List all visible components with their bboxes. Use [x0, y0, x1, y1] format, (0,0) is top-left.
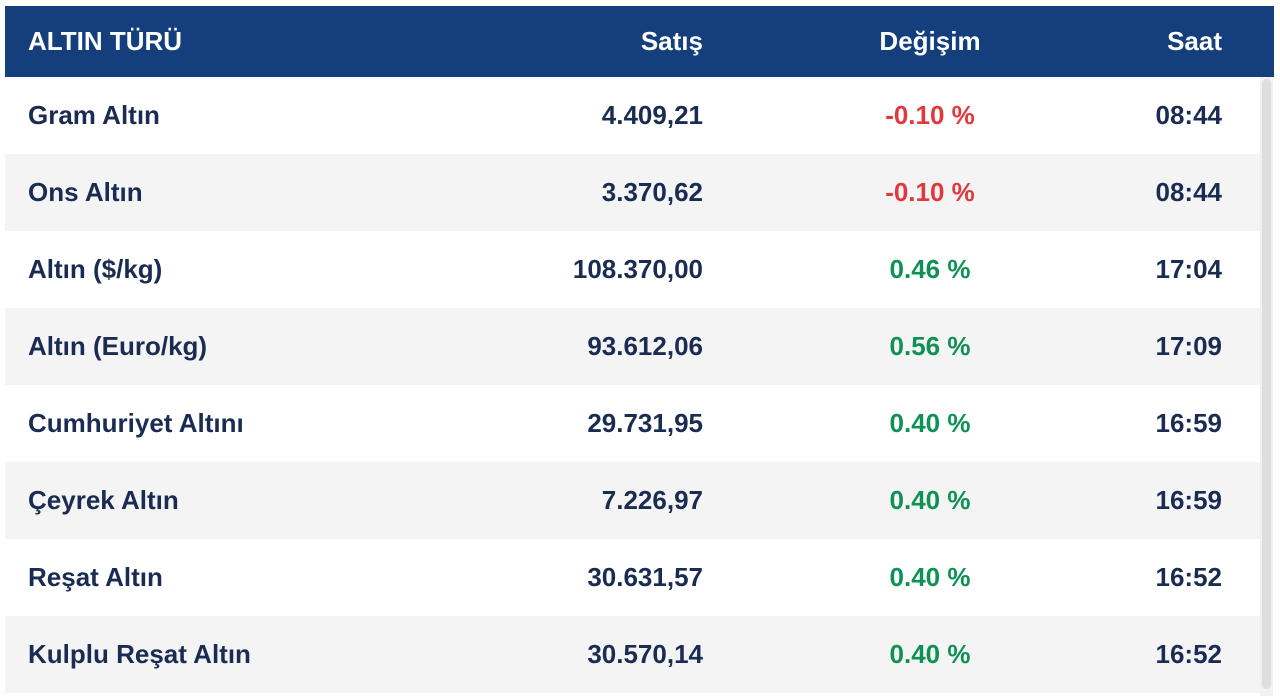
table-row[interactable]: Reşat Altın 30.631,57 0.40 % 16:52	[5, 539, 1260, 616]
cell-type: Kulplu Reşat Altın	[28, 639, 251, 669]
cell-time: 08:44	[1155, 177, 1223, 207]
cell-type: Gram Altın	[28, 100, 160, 130]
table-body: Gram Altın 4.409,21 -0.10 % 08:44 Ons Altın 3…	[5, 77, 1260, 693]
cell-price: 7.226,97	[601, 485, 703, 515]
cell-price: 30.570,14	[587, 639, 703, 669]
cell-change: 0.46 %	[889, 254, 971, 284]
vertical-scrollbar-thumb[interactable]	[1262, 79, 1271, 689]
cell-type: Cumhuriyet Altını	[28, 408, 244, 438]
table-row[interactable]: Altın ($/kg) 108.370,00 0.46 % 17:04	[5, 231, 1260, 308]
cell-time: 17:09	[1155, 331, 1223, 361]
cell-change: -0.10 %	[885, 177, 975, 207]
cell-time: 16:52	[1155, 562, 1223, 592]
cell-type: Çeyrek Altın	[28, 485, 179, 515]
cell-type: Reşat Altın	[28, 562, 163, 592]
cell-type: Ons Altın	[28, 177, 143, 207]
column-header-time: Saat	[1167, 26, 1222, 56]
cell-change: 0.40 %	[889, 408, 971, 438]
table-row[interactable]: Kulplu Reşat Altın 30.570,14 0.40 % 16:52	[5, 616, 1260, 693]
cell-change: 0.40 %	[889, 562, 971, 592]
cell-change: 0.56 %	[889, 331, 971, 361]
cell-change: 0.40 %	[889, 485, 971, 515]
cell-type: Altın (Euro/kg)	[28, 331, 208, 361]
cell-price: 29.731,95	[587, 408, 703, 438]
cell-time: 16:59	[1155, 485, 1223, 515]
table-row[interactable]: Cumhuriyet Altını 29.731,95 0.40 % 16:59	[5, 385, 1260, 462]
cell-change: 0.40 %	[889, 639, 971, 669]
cell-price: 3.370,62	[601, 177, 703, 207]
table-row[interactable]: Altın (Euro/kg) 93.612,06 0.56 % 17:09	[5, 308, 1260, 385]
table-row[interactable]: Gram Altın 4.409,21 -0.10 % 08:44	[5, 77, 1260, 154]
cell-price: 108.370,00	[572, 254, 703, 284]
table-header-row: ALTIN TÜRÜ Satış Değişim Saat	[5, 6, 1274, 77]
table-row[interactable]: Ons Altın 3.370,62 -0.10 % 08:44	[5, 154, 1260, 231]
column-header-change: Değişim	[879, 26, 981, 56]
column-header-price: Satış	[640, 26, 703, 56]
cell-time: 16:59	[1155, 408, 1223, 438]
cell-type: Altın ($/kg)	[28, 254, 163, 284]
cell-time: 08:44	[1155, 100, 1223, 130]
cell-time: 16:52	[1155, 639, 1223, 669]
gold-prices-table: ALTIN TÜRÜ Satış Değişim Saat Gram Altın…	[5, 6, 1274, 696]
cell-time: 17:04	[1155, 254, 1223, 284]
column-header-type: ALTIN TÜRÜ	[28, 26, 183, 56]
vertical-scrollbar-track[interactable]	[1260, 77, 1273, 696]
cell-change: -0.10 %	[885, 100, 975, 130]
table-row[interactable]: Çeyrek Altın 7.226,97 0.40 % 16:59	[5, 462, 1260, 539]
cell-price: 4.409,21	[601, 100, 703, 130]
cell-price: 30.631,57	[587, 562, 703, 592]
cell-price: 93.612,06	[587, 331, 703, 361]
